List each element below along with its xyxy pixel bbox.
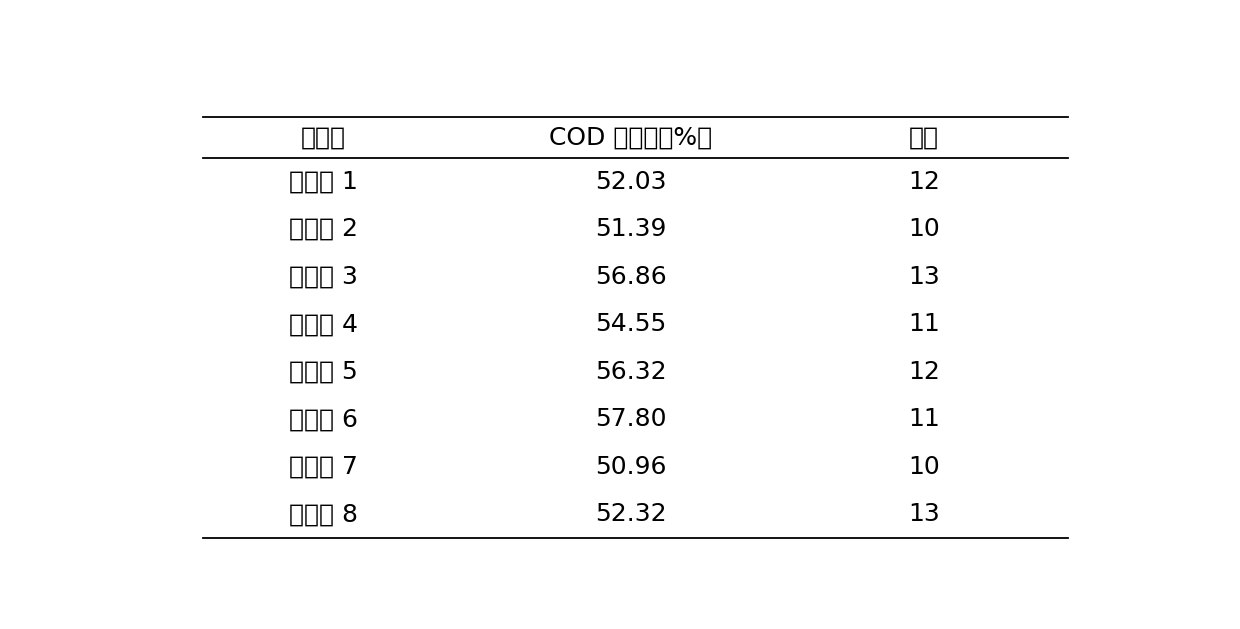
- Text: 实施例 4: 实施例 4: [289, 312, 357, 336]
- Text: 52.32: 52.32: [595, 502, 667, 526]
- Text: 52.03: 52.03: [595, 170, 666, 194]
- Text: 51.39: 51.39: [595, 217, 666, 241]
- Text: 56.86: 56.86: [595, 265, 667, 289]
- Text: 实施例 6: 实施例 6: [289, 407, 357, 431]
- Text: 实施例 8: 实施例 8: [289, 502, 357, 526]
- Text: COD 去除率（%）: COD 去除率（%）: [549, 125, 712, 149]
- Text: 实施例 5: 实施例 5: [289, 360, 357, 384]
- Text: 11: 11: [908, 407, 940, 431]
- Text: 10: 10: [908, 455, 940, 479]
- Text: 实施例 2: 实施例 2: [289, 217, 357, 241]
- Text: 57.80: 57.80: [595, 407, 666, 431]
- Text: 54.55: 54.55: [595, 312, 666, 336]
- Text: 11: 11: [908, 312, 940, 336]
- Text: 12: 12: [908, 360, 940, 384]
- Text: 56.32: 56.32: [595, 360, 667, 384]
- Text: 13: 13: [908, 265, 940, 289]
- Text: 50.96: 50.96: [595, 455, 666, 479]
- Text: 色度: 色度: [909, 125, 939, 149]
- Text: 实施例: 实施例: [300, 125, 346, 149]
- Text: 12: 12: [908, 170, 940, 194]
- Text: 13: 13: [908, 502, 940, 526]
- Text: 实施例 7: 实施例 7: [289, 455, 357, 479]
- Text: 实施例 1: 实施例 1: [289, 170, 357, 194]
- Text: 实施例 3: 实施例 3: [289, 265, 357, 289]
- Text: 10: 10: [908, 217, 940, 241]
